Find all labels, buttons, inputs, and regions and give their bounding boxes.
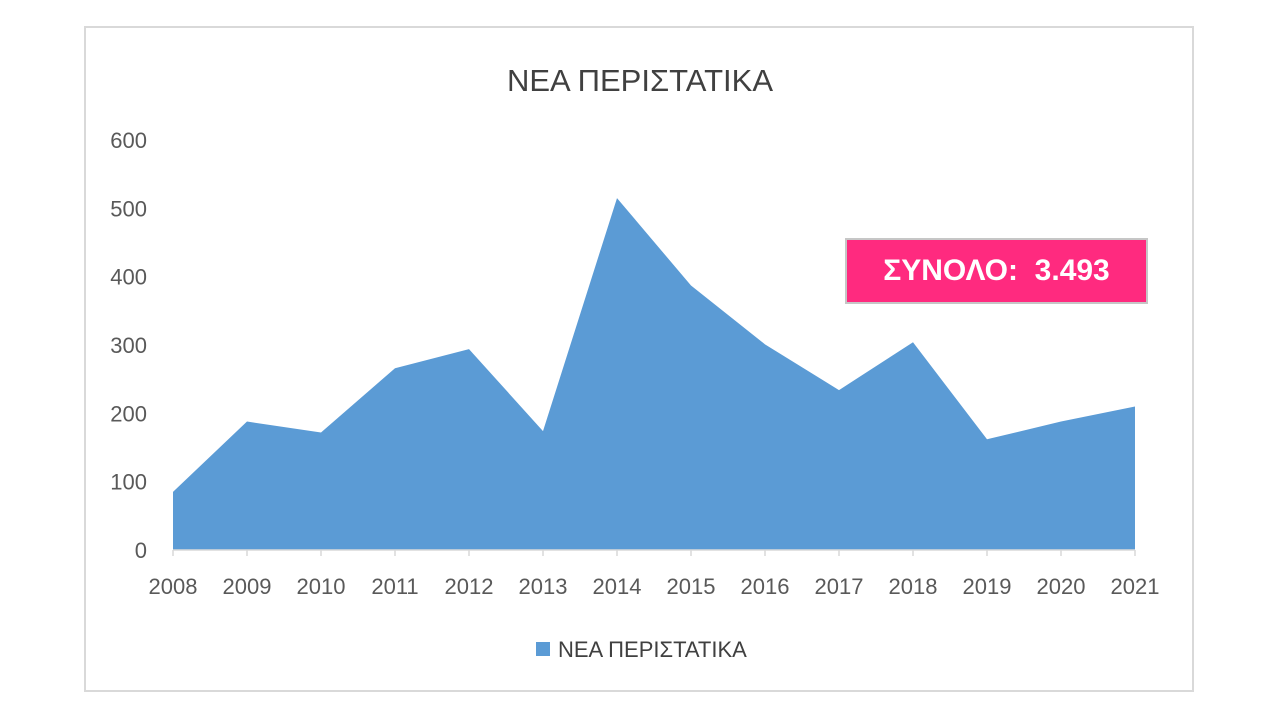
x-tick-label: 2010 [297, 574, 346, 599]
plot-area [172, 198, 1136, 556]
x-tick-label: 2013 [519, 574, 568, 599]
x-tick-label: 2017 [815, 574, 864, 599]
x-tick-label: 2009 [223, 574, 272, 599]
total-label: ΣΥΝΟΛΟ: [883, 254, 1018, 287]
x-tick-label: 2011 [371, 574, 418, 599]
y-tick-label: 100 [110, 470, 147, 495]
x-tick-label: 2021 [1111, 574, 1160, 599]
x-tick-label: 2008 [149, 574, 198, 599]
x-tick-label: 2019 [963, 574, 1012, 599]
y-tick-label: 600 [110, 128, 147, 153]
series-area [173, 198, 1135, 551]
y-tick-label: 200 [110, 401, 147, 426]
y-tick-label: 0 [135, 538, 147, 563]
total-annotation: ΣΥΝΟΛΟ: 3.493 [845, 238, 1148, 304]
legend-swatch [536, 642, 550, 656]
x-axis-labels: 2008 2009 2010 2011 2012 2013 2014 2015 2016 2017… [149, 574, 1160, 599]
legend-label: ΝΕΑ ΠΕΡΙΣΤΑΤΙΚΑ [558, 637, 747, 662]
y-tick-label: 500 [110, 196, 147, 221]
y-axis-labels: 0 100 200 300 400 500 600 [110, 128, 147, 563]
x-tick-label: 2018 [889, 574, 938, 599]
chart-title: ΝΕΑ ΠΕΡΙΣΤΑΤΙΚΑ [507, 63, 773, 98]
total-value: 3.493 [1034, 254, 1110, 287]
x-tick-label: 2014 [593, 574, 642, 599]
x-tick-label: 2015 [667, 574, 716, 599]
legend: ΝΕΑ ΠΕΡΙΣΤΑΤΙΚΑ [536, 637, 747, 662]
y-tick-label: 400 [110, 265, 147, 290]
x-tick-label: 2016 [741, 574, 790, 599]
x-tick-label: 2020 [1037, 574, 1086, 599]
y-tick-label: 300 [110, 333, 147, 358]
x-tick-label: 2012 [445, 574, 494, 599]
